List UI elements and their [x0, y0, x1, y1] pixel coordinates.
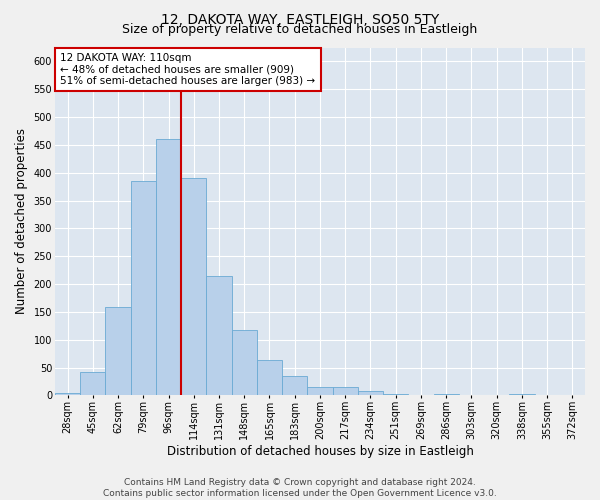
Bar	[434, 394, 459, 396]
Bar	[307, 387, 332, 396]
Bar	[181, 178, 206, 396]
Bar	[232, 330, 257, 396]
X-axis label: Distribution of detached houses by size in Eastleigh: Distribution of detached houses by size …	[167, 444, 473, 458]
Bar	[156, 140, 181, 396]
Bar	[106, 308, 131, 396]
Text: 12 DAKOTA WAY: 110sqm
← 48% of detached houses are smaller (909)
51% of semi-det: 12 DAKOTA WAY: 110sqm ← 48% of detached …	[60, 52, 316, 86]
Bar	[332, 387, 358, 396]
Y-axis label: Number of detached properties: Number of detached properties	[15, 128, 28, 314]
Bar	[80, 372, 106, 396]
Bar	[383, 394, 409, 396]
Bar	[206, 276, 232, 396]
Text: 12, DAKOTA WAY, EASTLEIGH, SO50 5TY: 12, DAKOTA WAY, EASTLEIGH, SO50 5TY	[161, 12, 439, 26]
Text: Contains HM Land Registry data © Crown copyright and database right 2024.
Contai: Contains HM Land Registry data © Crown c…	[103, 478, 497, 498]
Bar	[55, 392, 80, 396]
Bar	[509, 394, 535, 396]
Text: Size of property relative to detached houses in Eastleigh: Size of property relative to detached ho…	[122, 22, 478, 36]
Bar	[409, 395, 434, 396]
Bar	[282, 376, 307, 396]
Bar	[358, 391, 383, 396]
Bar	[257, 360, 282, 396]
Bar	[131, 181, 156, 396]
